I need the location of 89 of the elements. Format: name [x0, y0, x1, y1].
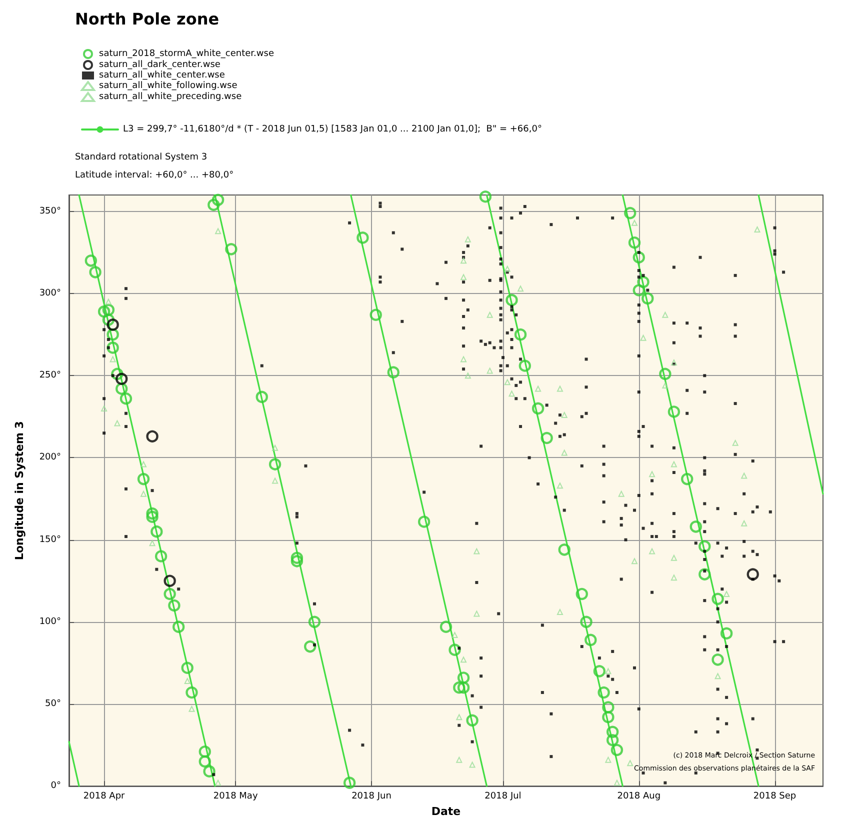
point	[116, 372, 128, 385]
point	[618, 490, 624, 497]
point	[504, 379, 510, 386]
point	[464, 236, 471, 242]
point	[632, 558, 638, 564]
y-tick-label: 0°	[50, 781, 61, 792]
point	[101, 405, 108, 412]
x-tick-label: 2018 Apr	[83, 792, 126, 802]
point	[662, 312, 668, 318]
point	[215, 228, 222, 234]
point	[556, 482, 563, 489]
point	[754, 226, 760, 232]
y-tick-label: 200°	[39, 452, 61, 463]
point	[670, 554, 677, 561]
point	[614, 780, 620, 786]
point	[605, 756, 612, 763]
point	[272, 444, 278, 451]
point	[535, 386, 542, 392]
point	[460, 258, 467, 264]
point	[460, 356, 467, 362]
point	[114, 420, 120, 426]
point	[106, 318, 119, 331]
point	[508, 390, 515, 397]
y-tick-label: 250°	[39, 370, 61, 381]
point	[486, 312, 493, 318]
x-tick-label: 2018 May	[213, 792, 258, 802]
point	[469, 762, 476, 768]
point	[741, 472, 748, 479]
x-tick-label: 2018 Aug	[617, 792, 661, 802]
point	[456, 714, 462, 720]
point	[732, 440, 738, 446]
point	[272, 478, 278, 484]
y-tick-label: 350°	[39, 206, 61, 216]
point	[724, 590, 730, 597]
point	[640, 334, 646, 341]
legend-label: saturn_all_white_preceding.wse	[99, 92, 242, 102]
point	[105, 298, 112, 305]
y-tick-label: 100°	[39, 616, 61, 627]
point	[460, 274, 467, 280]
y-tick-label: 50°	[45, 699, 61, 710]
legend-label: saturn_all_white_center.wse	[99, 70, 226, 80]
point	[556, 386, 563, 392]
point	[649, 471, 656, 478]
legend-label: saturn_all_white_following.wse	[99, 81, 238, 91]
legend-label: saturn_all_dark_center.wse	[99, 60, 221, 70]
point	[627, 760, 634, 766]
point	[714, 673, 721, 680]
x-tick-label: 2018 Jul	[484, 792, 522, 802]
point	[474, 610, 480, 617]
point	[188, 706, 195, 712]
point	[140, 461, 147, 468]
point	[474, 548, 480, 554]
x-axis-title: Date	[431, 805, 461, 818]
point	[149, 540, 156, 546]
chart-subtitle: Standard rotational System 3	[75, 152, 208, 162]
point	[746, 568, 759, 580]
point	[561, 412, 568, 418]
point	[456, 756, 462, 763]
point	[556, 609, 563, 616]
point	[460, 656, 467, 663]
x-tick-label: 2018 Jun	[352, 792, 392, 802]
point	[670, 461, 677, 468]
point	[561, 450, 568, 456]
legend-label: saturn_2018_stormA_white_center.wse	[99, 49, 274, 59]
point	[670, 574, 677, 581]
point	[184, 678, 190, 684]
point	[670, 359, 677, 366]
y-tick-label: 300°	[39, 288, 61, 299]
point	[110, 356, 116, 362]
point	[140, 490, 147, 497]
legend-label: L3 = 299,7° -11,6180°/d * (T - 2018 Jun 01,5) [1583 Jan 01,0 ... 2100 Jan 01,0]; B" = +66,0°	[123, 124, 542, 134]
point	[632, 220, 638, 226]
chart-title: North Pole zone	[75, 10, 220, 28]
point	[662, 382, 668, 388]
point	[146, 430, 158, 442]
point	[741, 520, 748, 526]
point	[649, 548, 656, 554]
x-tick-label: 2018 Sep	[753, 792, 796, 802]
point	[518, 286, 524, 292]
point	[486, 368, 493, 374]
point	[464, 372, 471, 379]
point	[504, 266, 510, 272]
point	[452, 632, 458, 638]
point	[215, 780, 222, 786]
point	[605, 668, 612, 674]
y-tick-label: 150°	[39, 534, 61, 545]
text: Latitude interval: +60,0° ... +80,0°	[75, 170, 234, 180]
point	[164, 574, 176, 587]
y-axis-title: Longitude in System 3	[13, 421, 26, 560]
